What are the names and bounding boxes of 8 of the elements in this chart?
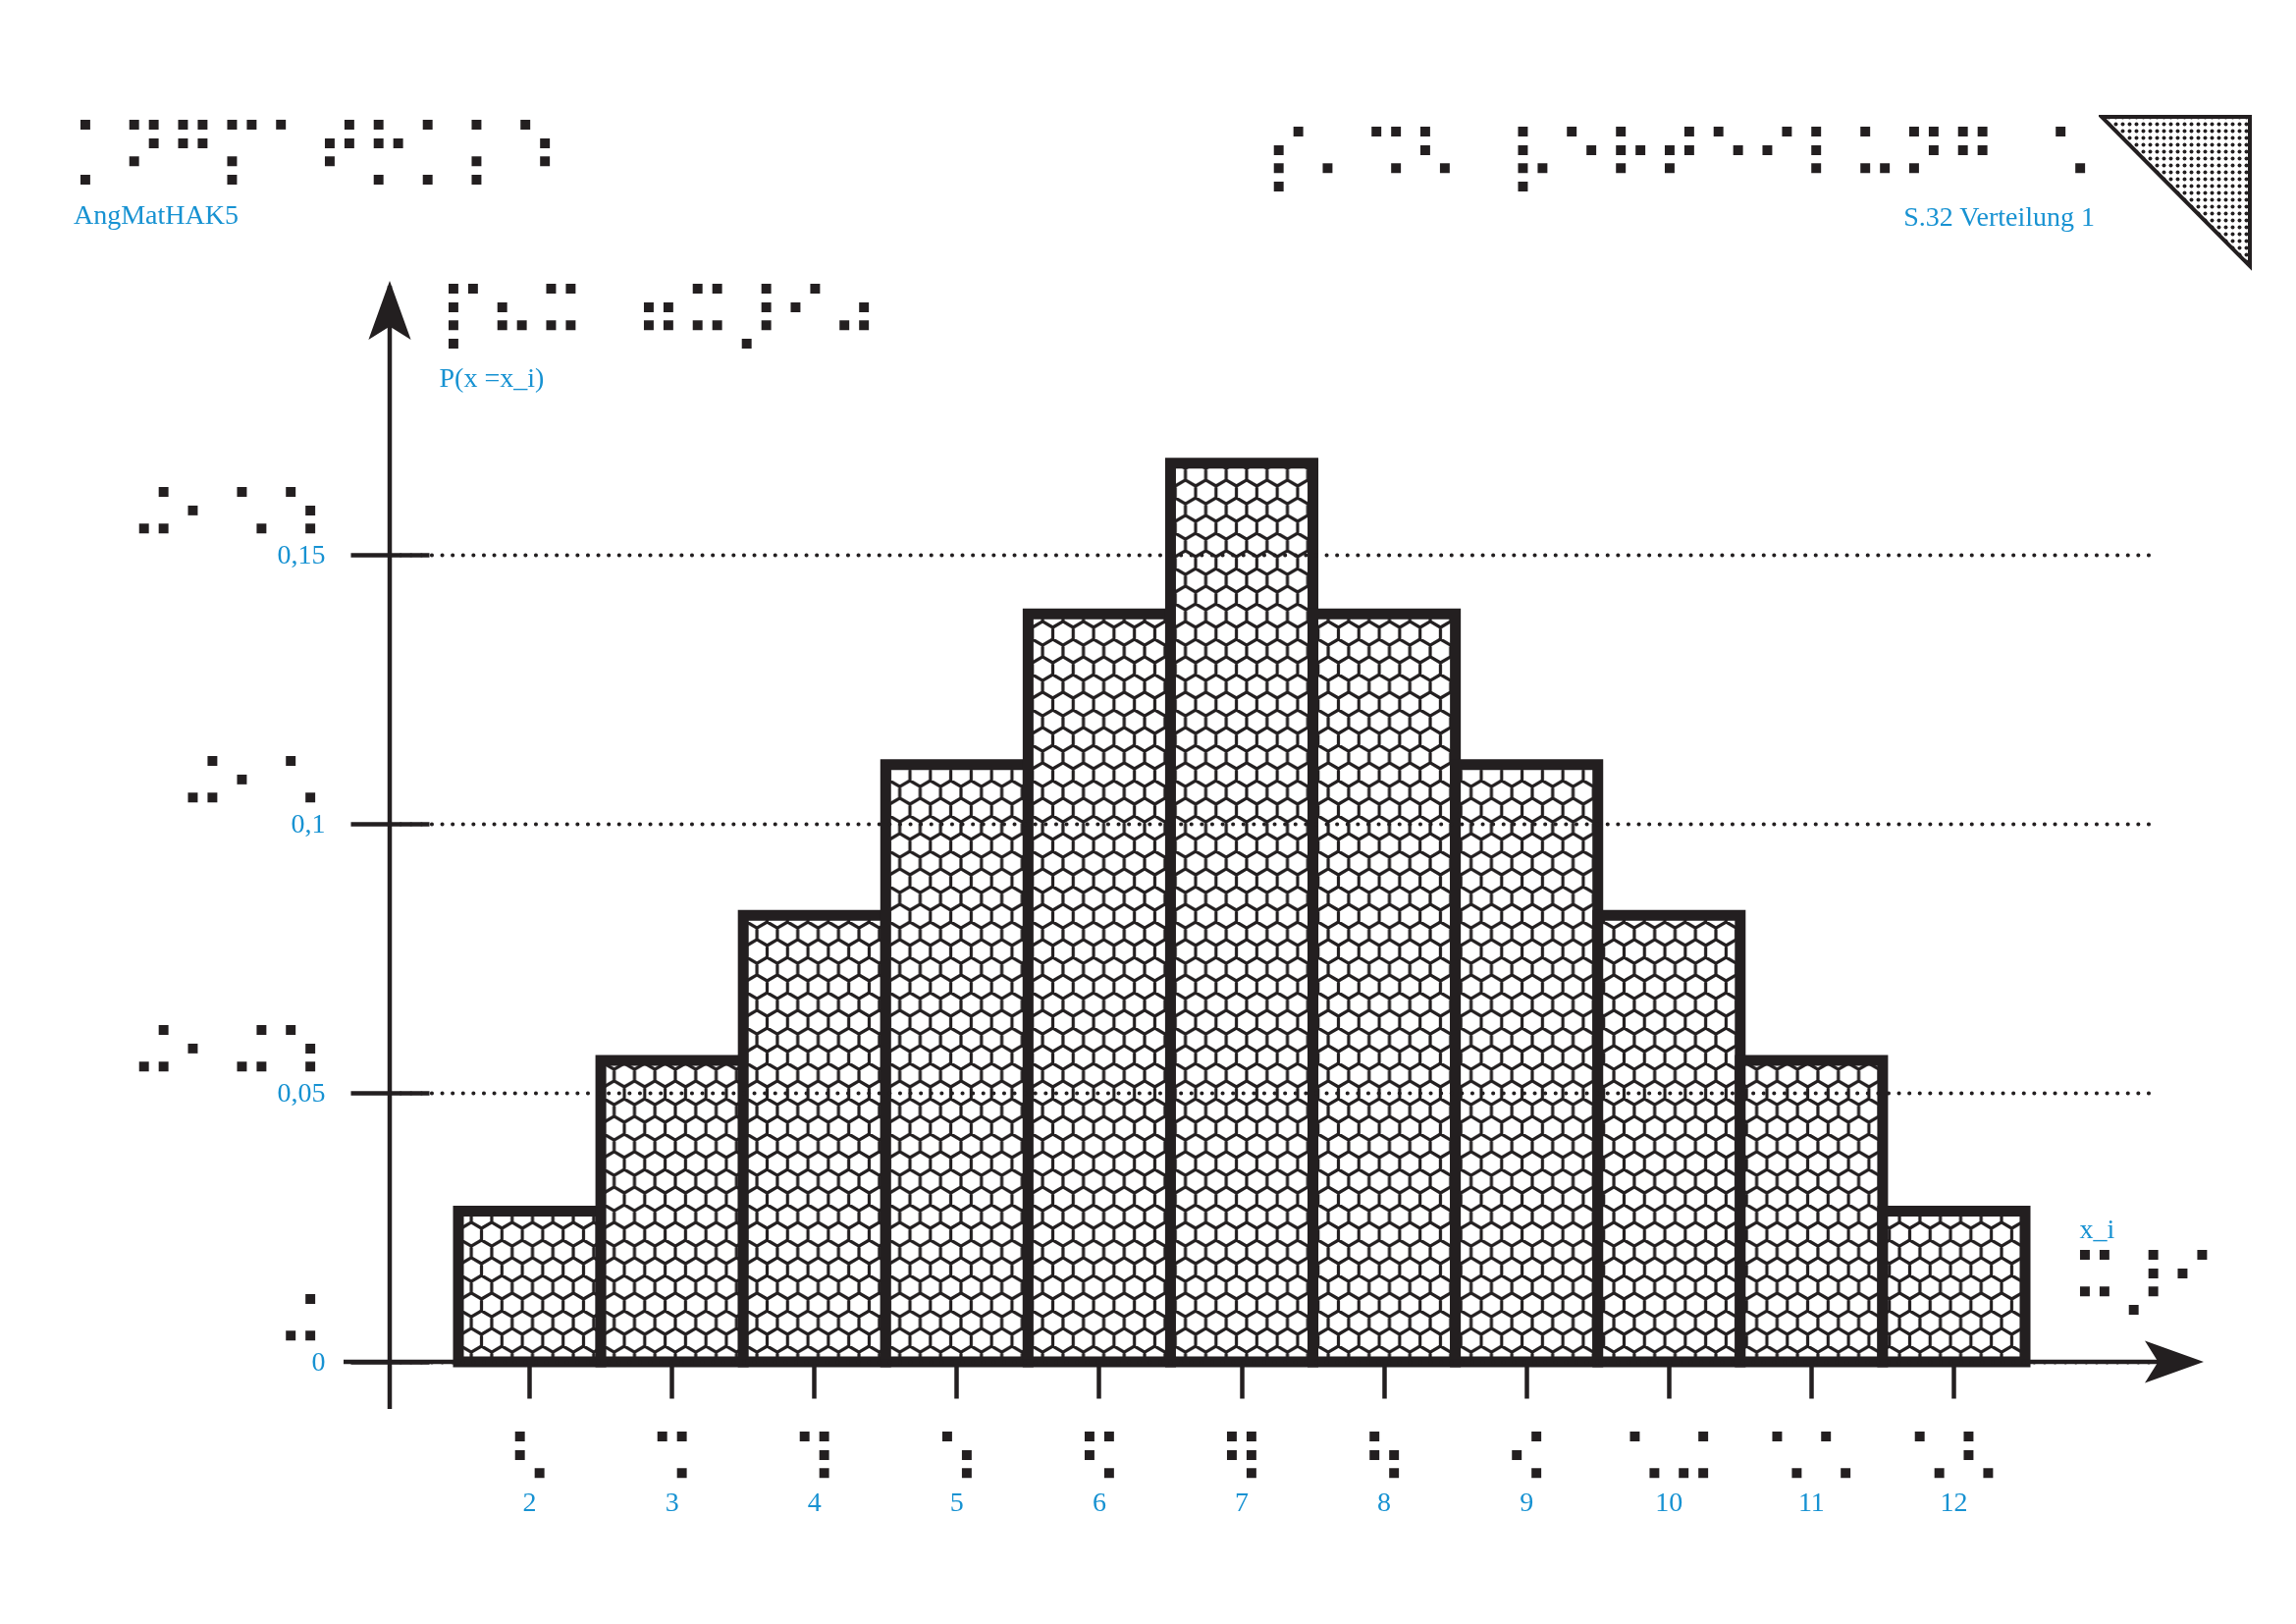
- x-axis-title: x_i: [2079, 1213, 2115, 1244]
- y-axis-title: P(x =x_i): [439, 361, 545, 393]
- y-tick-label: 0: [311, 1345, 326, 1377]
- chart-title: ⡎⠄⠩⠣ ⡧⠑⠗⠞⠑⠊⠇⠥⠝⠛ ⠡: [1263, 117, 2095, 194]
- text: ⡁⠝⠛⡍⠁⠞⡓⡁⡅⠱: [71, 110, 561, 188]
- text: AngMatHAK5: [74, 199, 239, 230]
- annotation: ⡏⠦⠭ ⠶⠭⡸⠊⠴: [439, 274, 880, 352]
- chart-subtitle: S.32 Verteilung 1: [1903, 201, 2095, 232]
